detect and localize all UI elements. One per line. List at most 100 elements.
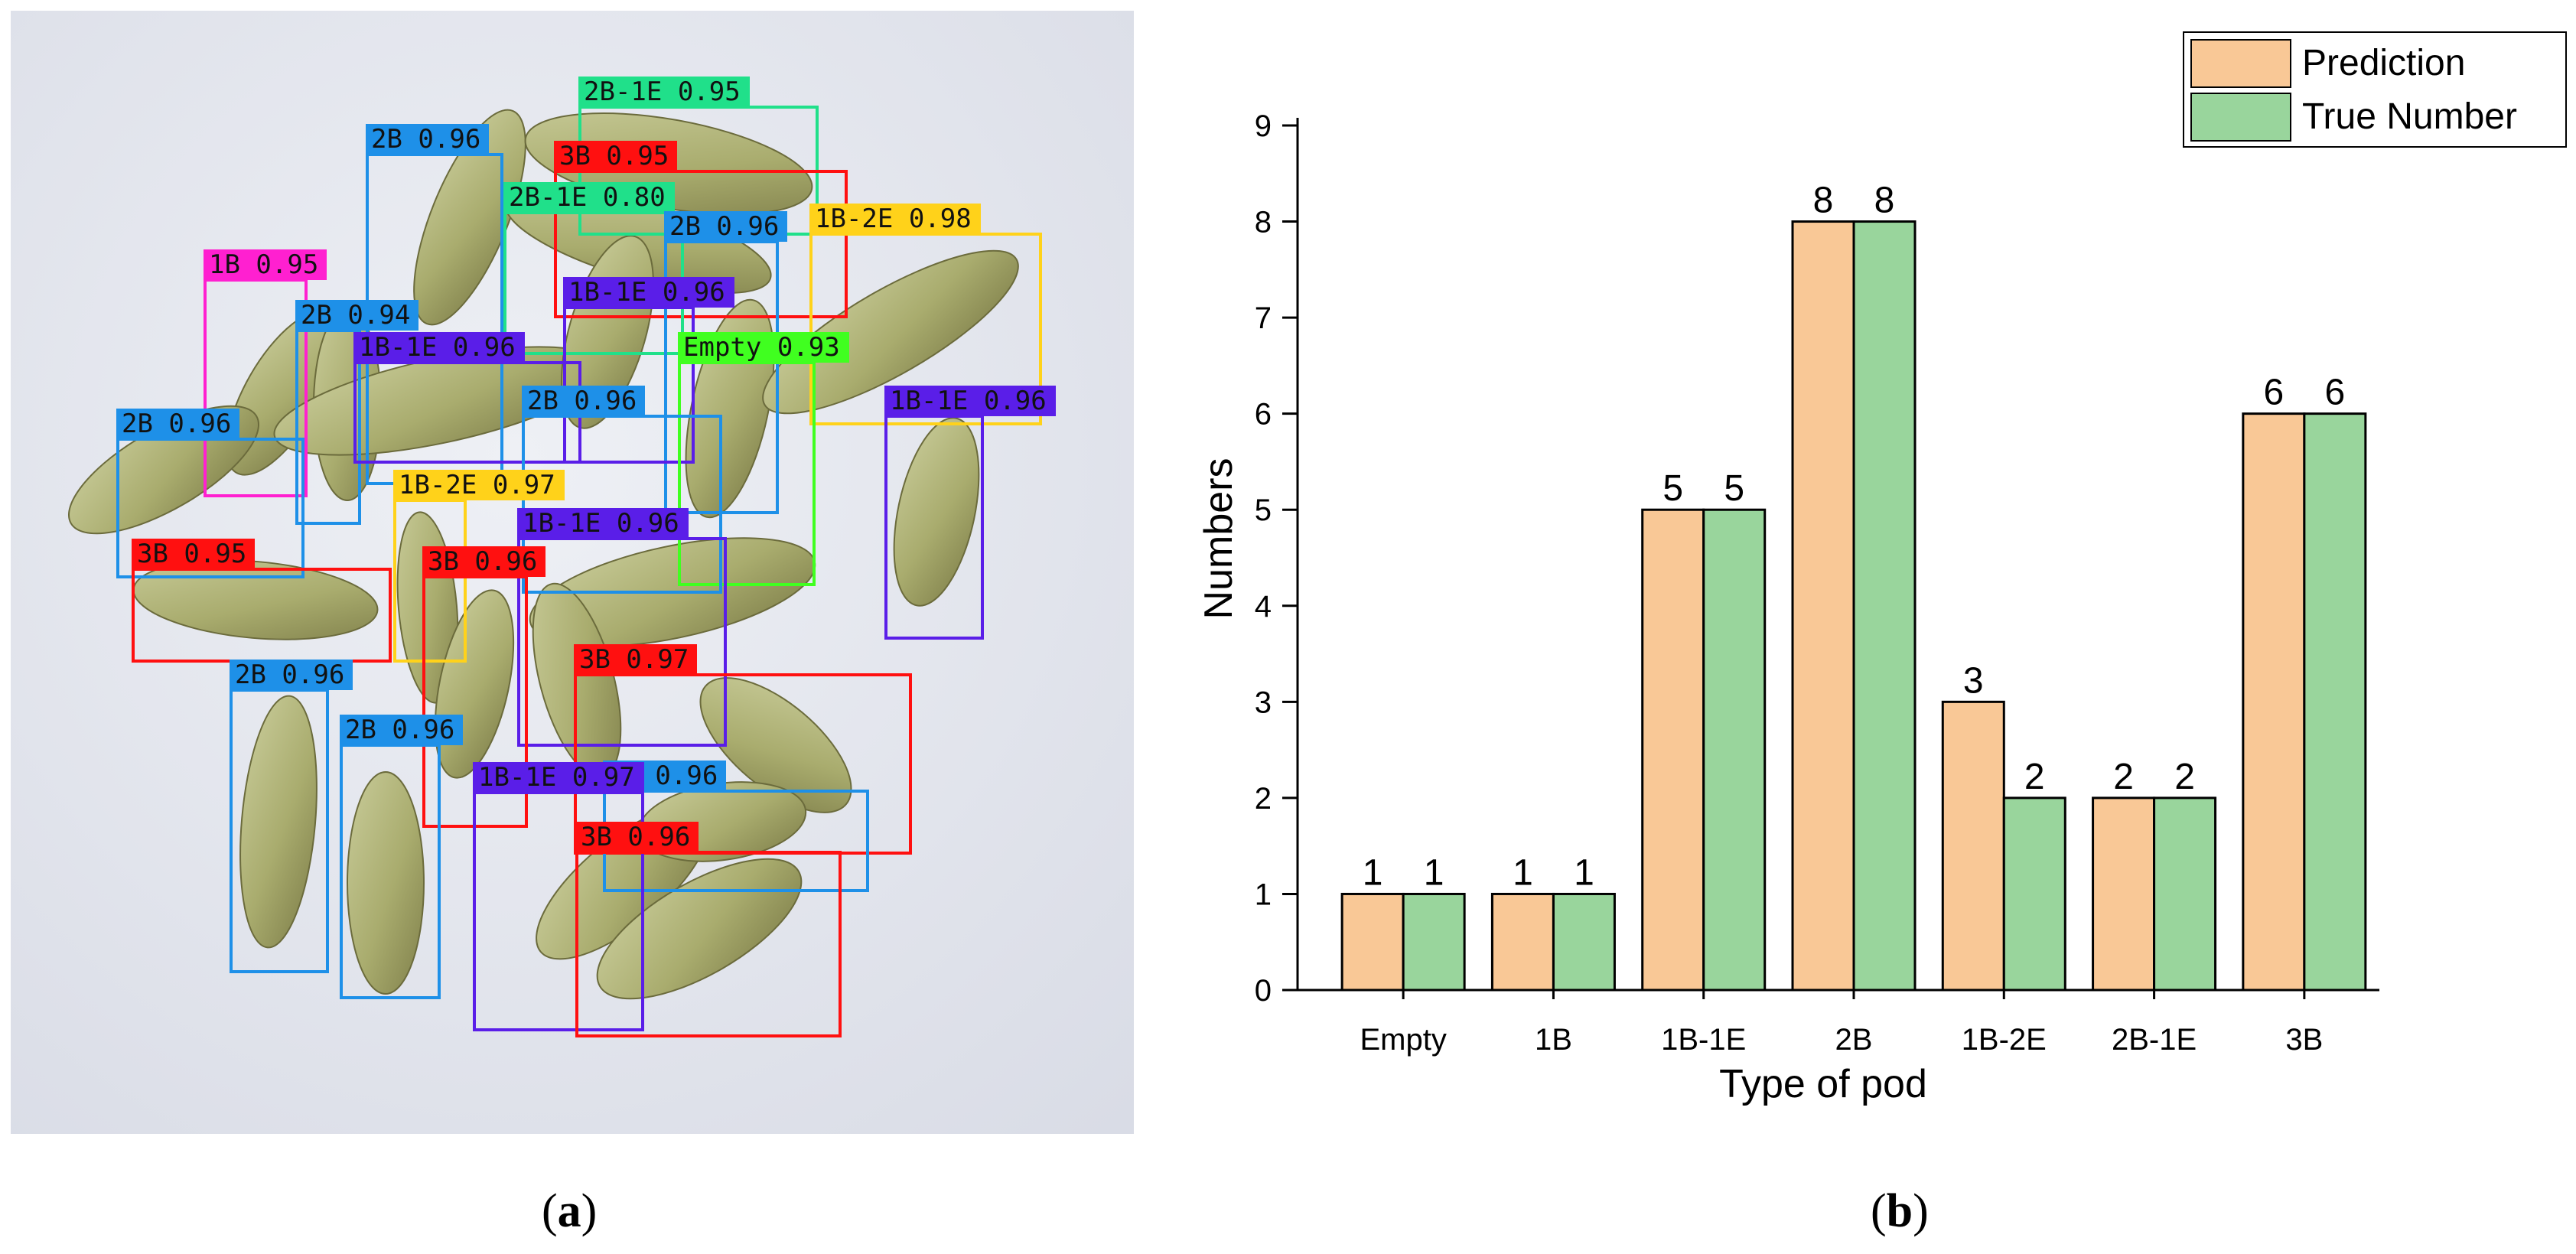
detection-box: 2B 0.96 (340, 715, 463, 999)
detection-label: 2B 0.96 (669, 211, 779, 242)
detection-box-outline (554, 170, 848, 318)
detection-box: 2B 0.96 (522, 386, 722, 594)
bar (1340, 892, 1405, 992)
bar (2242, 412, 2306, 992)
bar (1941, 700, 2005, 992)
detection-label-tag (116, 409, 239, 439)
detection-label-tag (517, 508, 689, 539)
bar-value-label: 3 (1963, 660, 1984, 701)
bar-value-label: 1 (1574, 852, 1594, 893)
detection-label-tag (578, 77, 750, 107)
x-tick-label: 1B (1535, 1023, 1572, 1057)
detection-label-tag (204, 249, 327, 280)
detection-box: 1B 0.95 (204, 249, 327, 497)
detection-label-tag (563, 277, 734, 308)
chart-axes: 0 1 2 3 4 5 6 7 8 9 Empty 1B 1B-1E 2B 1B-2E 2B-1E 3B (1255, 109, 2379, 1057)
detection-label: 1B-2E 0.98 (815, 204, 972, 234)
detection-label: 2B-1E 0.80 (509, 182, 666, 213)
detection-box: 2B 0.96 (116, 409, 304, 578)
detection-label-tag (575, 822, 699, 852)
detection-box: 3B 0.96 (422, 546, 545, 828)
detection-label: 3B 0.95 (559, 141, 669, 171)
detection-label-tag (132, 539, 255, 569)
bar-value-label: 2 (2174, 757, 2195, 797)
x-tick-label: 3B (2285, 1023, 2323, 1057)
detection-label-tag (340, 715, 463, 745)
y-axis-label: Numbers (1197, 458, 1241, 620)
detection-label: 2B 0.96 (345, 715, 454, 745)
detection-label: 2B 0.96 (371, 124, 480, 155)
bar-value-label: 5 (1724, 468, 1744, 509)
x-tick-label: 2B (1835, 1023, 1873, 1057)
detection-label-tag (522, 386, 645, 416)
detection-box: 3B 0.96 (575, 822, 842, 1037)
bar-value-label: 6 (2325, 373, 2346, 413)
detection-label-tag (422, 546, 545, 577)
legend-entry: Prediction (2302, 43, 2465, 83)
detection-label: 2B 0.96 (122, 409, 231, 439)
y-tick-label: 6 (1255, 398, 1272, 432)
detection-box: 1B-1E 0.97 (473, 762, 644, 1031)
chart-legend: Prediction True Number (2183, 31, 2567, 148)
detection-label-tag (295, 300, 418, 331)
detection-label: 2B 0.96 (527, 386, 637, 416)
detection-label-tag (574, 644, 697, 675)
detection-label: Empty 0.93 (683, 332, 840, 363)
bar-value-label: 2 (2024, 757, 2045, 797)
detection-box: 1B-2E 0.98 (809, 204, 1042, 425)
legend-swatch (2190, 39, 2291, 88)
y-tick-label: 9 (1255, 109, 1272, 143)
soybean-pod (699, 677, 852, 813)
x-tick-label: 1B-1E (1661, 1023, 1746, 1057)
detection-box: 2B-1E 0.95 (578, 77, 819, 236)
detection-box: Empty 0.93 (678, 332, 849, 586)
detection-label: 1B-2E 0.97 (399, 470, 555, 500)
detection-label-tag (393, 470, 565, 500)
bar-value-label: 2 (2113, 757, 2134, 797)
bar (1702, 508, 1767, 992)
bar (1552, 892, 1616, 992)
detection-label-tag (230, 660, 353, 690)
detection-label: 1B-1E 0.96 (523, 508, 679, 539)
bar-value-label: 8 (1813, 181, 1834, 221)
detection-box-outline (575, 851, 842, 1037)
bar (1490, 892, 1555, 992)
detection-label-tag (353, 332, 525, 363)
bar (1791, 220, 1855, 992)
detection-label-tag (503, 182, 675, 213)
y-tick-label: 3 (1255, 686, 1272, 719)
x-tick-label: 2B-1E (2112, 1023, 2197, 1057)
detection-label-tag (366, 124, 489, 155)
x-axis-label: Type of pod (1719, 1062, 1927, 1106)
detection-box: 3B 0.95 (132, 539, 392, 663)
bar (1402, 892, 1466, 992)
bar-value-label: 8 (1874, 181, 1895, 221)
caption-b: (b) (1871, 1185, 1929, 1237)
bar-value-label: 6 (2264, 373, 2285, 413)
detection-label-tag (809, 204, 981, 234)
soybean-pod (762, 249, 1019, 415)
legend-entry: True Number (2302, 96, 2517, 137)
bar (2303, 412, 2367, 992)
y-tick-label: 7 (1255, 301, 1272, 335)
detection-label: 3B 0.95 (137, 539, 246, 569)
detection-box: 1B-1E 0.96 (517, 508, 727, 747)
y-tick-label: 4 (1255, 590, 1272, 624)
caption-a: (a) (542, 1185, 598, 1237)
detection-box: 3B 0.95 (554, 141, 848, 318)
bar (2092, 796, 2156, 992)
detection-box: 1B-1E 0.96 (563, 277, 734, 464)
bar-value-label: 1 (1363, 852, 1383, 893)
detection-box: 3B 0.97 (574, 644, 912, 855)
detection-label: 3B 0.96 (428, 546, 537, 577)
chart-bars (1340, 220, 2367, 992)
detection-label: 1B-1E 0.97 (478, 762, 635, 793)
y-tick-label: 2 (1255, 782, 1272, 816)
detection-label-tag (554, 141, 677, 171)
chart-data-labels: 1 1 1 15 58 832 2 26 6 (1363, 181, 2345, 894)
detection-box: 1B-1E 0.96 (884, 386, 1056, 640)
soybean-pod (347, 771, 425, 995)
